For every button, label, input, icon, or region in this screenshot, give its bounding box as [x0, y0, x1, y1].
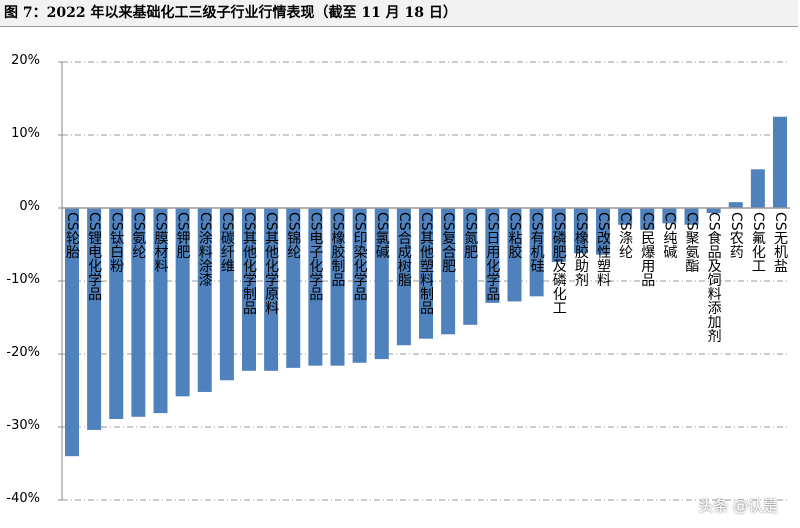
category-label: CS氨纶	[130, 212, 147, 259]
bar	[618, 208, 633, 225]
bar	[662, 208, 677, 224]
category-label: CS改性塑料	[595, 212, 611, 287]
category-label: CS涂料涂漆	[196, 212, 213, 287]
category-label: CS磷肥及磷化工	[550, 212, 567, 315]
bar	[242, 208, 256, 371]
y-tick-label: 20%	[11, 53, 40, 68]
bar-chart	[58, 61, 790, 501]
category-label: CS粘胶	[506, 212, 523, 259]
category-label: CS印染化学品	[351, 212, 368, 301]
category-label: CS锦纶	[285, 212, 302, 259]
category-label: CS膜材料	[152, 212, 169, 273]
category-label: CS锂电化学品	[86, 212, 103, 301]
category-label: CS其他化学原料	[263, 212, 280, 315]
bar	[65, 208, 79, 457]
bar	[153, 208, 168, 414]
y-tick-label: -20%	[6, 345, 40, 360]
bar	[109, 208, 124, 419]
category-label: CS钾肥	[174, 212, 191, 259]
category-label: CS有机硅	[528, 212, 545, 273]
bar	[750, 169, 765, 208]
category-label: CS橡胶制品	[329, 212, 346, 287]
category-label: CS钛白粉	[108, 212, 125, 273]
category-label: CS涤纶	[617, 212, 634, 259]
bar	[419, 208, 433, 339]
bar	[441, 208, 456, 335]
bar	[87, 208, 102, 430]
bar	[706, 208, 721, 214]
category-label: CS日用化学品	[484, 212, 501, 301]
bar	[396, 208, 411, 346]
bar	[286, 208, 301, 368]
category-label: CS氮肥	[462, 212, 479, 259]
figure-title: 图 7：2022 年以来基础化工三级子行业行情表现（截至 11 月 18 日）	[0, 0, 798, 27]
bar	[551, 208, 566, 263]
category-label: CS电子化学品	[307, 212, 324, 301]
bar	[197, 208, 212, 392]
bar	[485, 208, 500, 303]
category-label: CS聚氨酯	[683, 212, 700, 273]
bar	[264, 208, 279, 371]
category-label: CS碳纤维	[218, 212, 235, 273]
category-label: CS其他化学制品	[241, 212, 257, 315]
category-label: CS纯碱	[661, 212, 678, 259]
category-label: CS复合肥	[440, 212, 457, 273]
bar	[374, 208, 389, 360]
category-label: CS食品及饲料添加剂	[705, 212, 722, 343]
bar	[529, 208, 544, 297]
bar	[640, 208, 655, 230]
bar	[219, 208, 234, 381]
category-label: CS轮胎	[64, 212, 80, 259]
category-label: CS橡胶助剂	[572, 212, 589, 287]
bar	[728, 202, 743, 208]
category-label: CS氟化工	[749, 212, 766, 273]
category-label: CS无机盐	[772, 212, 788, 273]
category-label: CS其他塑料制品	[418, 212, 434, 315]
bar	[684, 208, 699, 225]
y-tick-label: 10%	[11, 126, 40, 141]
category-label: CS民爆用品	[639, 212, 656, 287]
y-tick-label: -30%	[6, 418, 40, 433]
bar	[573, 208, 588, 254]
category-label: CS氯碱	[373, 212, 390, 259]
category-label: CS农药	[727, 212, 744, 259]
category-label: CS合成树脂	[395, 212, 412, 287]
y-tick-label: -40%	[6, 491, 40, 506]
bar	[330, 208, 345, 366]
bar	[507, 208, 522, 302]
bar	[308, 208, 323, 366]
bar	[352, 208, 367, 363]
bar	[175, 208, 190, 397]
y-tick-label: -10%	[6, 272, 40, 287]
y-tick-label: 0%	[19, 199, 40, 214]
bar	[596, 208, 610, 255]
watermark: 头条 @认是	[698, 497, 778, 515]
bar	[463, 208, 478, 325]
bar	[131, 208, 146, 417]
bar	[773, 116, 787, 208]
